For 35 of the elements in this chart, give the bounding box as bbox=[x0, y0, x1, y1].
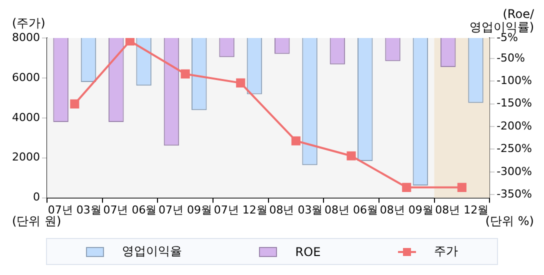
y2-tick-label: -150% bbox=[496, 96, 532, 110]
x-tick-label: 07년 12월 bbox=[214, 203, 268, 216]
legend-label: 영업이익율 bbox=[122, 243, 182, 260]
y-tick-label: 0 bbox=[32, 190, 40, 204]
y-tick-label: 2000 bbox=[12, 150, 40, 164]
x-tick-label: 07년 03월 bbox=[48, 203, 102, 216]
y-tick-label: 8000 bbox=[12, 30, 40, 44]
point bbox=[236, 78, 246, 88]
legend-label: ROE bbox=[295, 244, 321, 258]
y2-tick-label: -350% bbox=[496, 187, 532, 200]
legend-label: 주가 bbox=[434, 243, 458, 260]
point bbox=[180, 69, 190, 78]
y2-axis-title: (Roe/ 영업이익률) bbox=[469, 7, 535, 34]
y2-tick-label: -300% bbox=[496, 164, 532, 178]
x-tick-label: 08년 09월 bbox=[380, 203, 434, 216]
text: (단위 %) bbox=[485, 214, 534, 228]
y2-tick-label: -250% bbox=[496, 142, 532, 156]
y-tick-label: 4000 bbox=[12, 110, 40, 124]
y2-tick-label: -100% bbox=[496, 74, 532, 87]
point bbox=[346, 151, 356, 160]
y-tick-label: 6000 bbox=[12, 70, 40, 84]
point bbox=[457, 182, 466, 192]
x-tick-label: 08년 06월 bbox=[324, 203, 378, 216]
x-tick-label: 07년 09월 bbox=[158, 203, 212, 216]
point bbox=[291, 136, 300, 146]
point bbox=[70, 99, 80, 108]
y2-tick-label: -200% bbox=[496, 119, 532, 132]
point bbox=[125, 38, 135, 46]
text: (단위 원) bbox=[12, 214, 62, 228]
y2-tick-label: -50% bbox=[496, 51, 526, 64]
x-tick-label: 08년 12월 bbox=[435, 203, 489, 216]
x-tick-label: 07년 06월 bbox=[103, 203, 157, 216]
point bbox=[402, 182, 412, 192]
y-axis-title: (주가) bbox=[12, 16, 46, 30]
x-tick-label: 08년 03월 bbox=[269, 203, 323, 216]
